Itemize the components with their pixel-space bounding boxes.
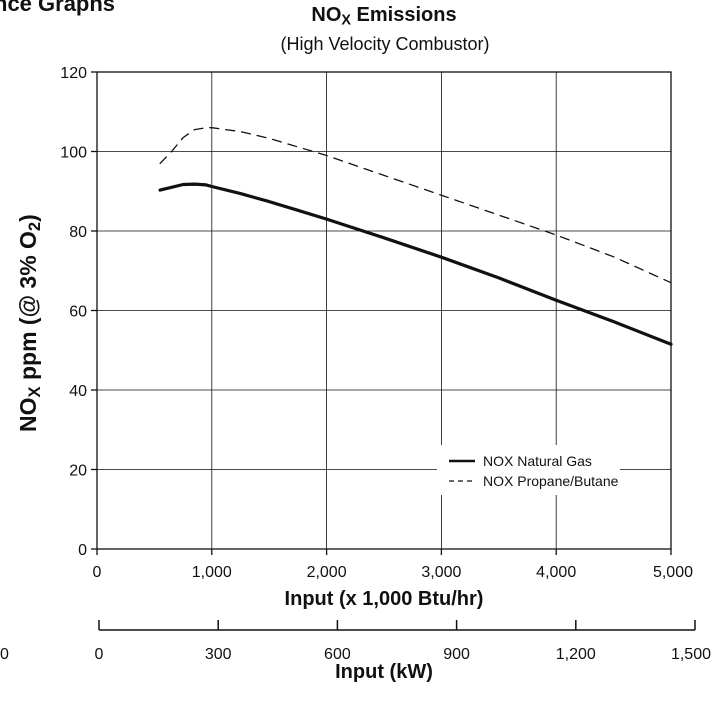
legend-item-propane-butane: NOX Propane/Butane	[449, 471, 618, 491]
legend: NOX Natural Gas NOX Propane/Butane	[437, 445, 620, 495]
y-tick-label: 40	[69, 383, 87, 400]
x-axis-label: Input (x 1,000 Btu/hr)	[97, 588, 671, 611]
y-tick-label: 80	[69, 224, 87, 241]
legend-item-natural-gas: NOX Natural Gas	[449, 451, 618, 471]
series-layer	[160, 128, 671, 345]
series-line-propane-butane	[160, 128, 671, 283]
series-line-natural-gas	[160, 184, 671, 344]
secondary-x-axis-label: Input (kW)	[97, 661, 671, 684]
y-tick-label: 20	[69, 463, 87, 480]
legend-dashed-swatch	[449, 478, 475, 484]
y-tick-label: 60	[69, 304, 87, 321]
x-tick-label: 4,000	[536, 564, 576, 581]
y-tick-label: 100	[60, 145, 87, 162]
y-tick-label: 120	[60, 65, 87, 82]
y-tick-label: 0	[78, 542, 87, 559]
legend-solid-swatch	[449, 458, 475, 464]
secondary-tick-label: 1,500	[671, 646, 711, 663]
secondary-stray-label: 0	[0, 646, 9, 663]
x-tick-label: 1,000	[192, 564, 232, 581]
x-tick-label: 2,000	[307, 564, 347, 581]
legend-label-propane-butane: NOX Propane/Butane	[483, 473, 618, 489]
x-tick-label: 0	[93, 564, 102, 581]
x-tick-label: 3,000	[421, 564, 461, 581]
legend-label-natural-gas: NOX Natural Gas	[483, 453, 592, 469]
axis-tick-labels: 0 20 40 60 80 100 120 0 1,000 2,000 3,000 4,000 5,00…	[60, 65, 693, 581]
x-tick-label: 5,000	[653, 564, 693, 581]
